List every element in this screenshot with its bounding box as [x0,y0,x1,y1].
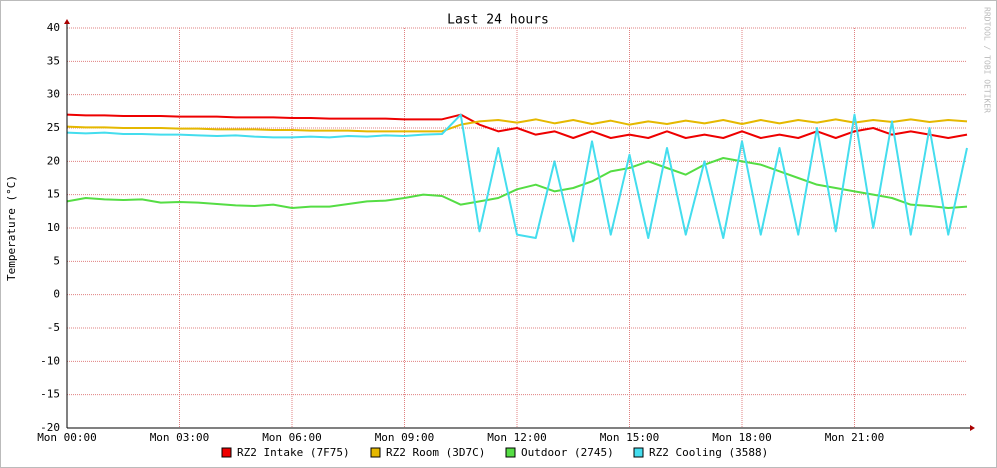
legend: RZ2 Intake (7F75) RZ2 Room (3D7C) Outdoor … [221,446,768,459]
series-line [66,113,968,243]
y-tick-label: -10 [40,354,60,367]
x-tick-label: Mon 06:00 [262,431,322,444]
y-arrow [64,19,70,24]
legend-label: RZ2 Room (3D7C) [386,446,485,459]
series-line [66,118,968,133]
y-tick-label: 10 [47,221,60,234]
series-line [66,157,968,209]
y-tick-label: 35 [47,54,60,67]
chart-title: Last 24 hours [447,13,549,28]
x-tick-label: Mon 09:00 [375,431,435,444]
y-tick-label: 15 [47,188,60,201]
y-tick-label: 40 [47,21,60,34]
y-tick-label: -15 [40,388,60,401]
legend-swatch [221,447,232,458]
y-tick-label: 30 [47,88,60,101]
y-tick-label: -20 [40,421,60,434]
x-tick-label: Mon 12:00 [487,431,547,444]
plot [66,113,968,243]
legend-swatch [505,447,516,458]
legend-swatch [633,447,644,458]
legend-label: RZ2 Cooling (3588) [649,446,768,459]
x-arrow [970,425,975,431]
legend-swatch [370,447,381,458]
x-tick-label: Mon 00:00 [37,431,97,444]
y-tick-label: -5 [47,321,60,334]
y-tick-label: 5 [53,254,60,267]
x-tick-label: Mon 15:00 [600,431,660,444]
grid: -20 -15 -10 -5 0 5 10 15 20 25 30 35 40 Mon 00:00 Mon … [37,21,967,444]
x-tick-label: Mon 21:00 [825,431,885,444]
watermark: RRDTOOL / TOBI OETIKER [983,7,992,113]
y-tick-label: 20 [47,154,60,167]
x-tick-label: Mon 18:00 [712,431,772,444]
y-tick-label: 25 [47,121,60,134]
x-tick-label: Mon 03:00 [150,431,210,444]
y-tick-label: 0 [53,288,60,301]
legend-label: Outdoor (2745) [521,446,614,459]
y-axis-label: Temperature (°C) [5,175,18,281]
legend-label: RZ2 Intake (7F75) [237,446,350,459]
